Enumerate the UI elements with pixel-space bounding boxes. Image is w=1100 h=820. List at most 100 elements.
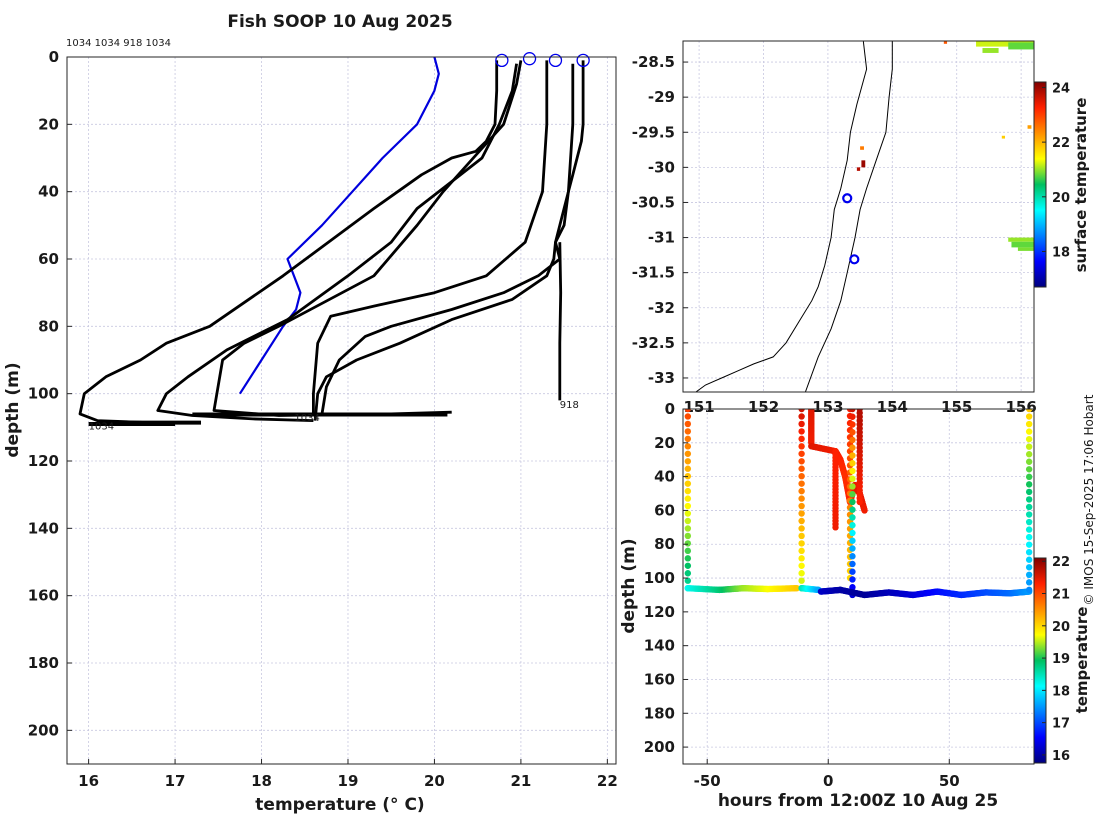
profile-lines xyxy=(78,57,585,426)
timeseries-point xyxy=(1025,541,1033,548)
timeseries-point xyxy=(684,420,692,428)
profile-series-profile-1034-a xyxy=(78,60,499,426)
timeseries-ytick-label: 160 xyxy=(644,670,675,688)
timeseries-point xyxy=(798,480,805,487)
timeseries-point xyxy=(1025,413,1033,420)
timeseries-point xyxy=(684,562,692,569)
profile-start-markers xyxy=(495,52,590,68)
map-ytick-label: -32 xyxy=(648,299,675,317)
profile-frame xyxy=(66,56,617,765)
profile-xlabel: temperature (° C) xyxy=(255,795,424,815)
timeseries-point xyxy=(684,450,692,457)
map-station-marker xyxy=(849,254,860,265)
timeseries-point xyxy=(684,487,692,495)
profile-grid xyxy=(67,56,616,764)
map-colorbar xyxy=(1033,81,1047,288)
timeseries-point xyxy=(849,545,856,552)
timeseries-xtick-label: -50 xyxy=(694,772,721,790)
timeseries-point xyxy=(798,577,805,584)
timeseries-point xyxy=(849,409,856,413)
timeseries-point xyxy=(798,465,805,472)
timeseries-ytick-label: 180 xyxy=(644,704,675,722)
timeseries-point xyxy=(798,502,805,510)
map-shelf-contour xyxy=(804,41,893,392)
map-ytick-label: -29.5 xyxy=(632,123,675,141)
timeseries-point xyxy=(684,465,692,472)
timeseries-point xyxy=(849,429,856,436)
timeseries-point xyxy=(1025,518,1033,526)
timeseries-point xyxy=(849,537,856,544)
timeseries-point xyxy=(684,525,692,532)
timeseries-point xyxy=(1025,458,1033,465)
timeseries-point xyxy=(1025,451,1033,458)
timeseries-colorbar xyxy=(1033,557,1047,764)
timeseries-colorbar-label: temperature xyxy=(1073,607,1091,714)
timeseries-point xyxy=(861,507,868,514)
map-sst-patch xyxy=(861,160,866,168)
timeseries-point xyxy=(1025,435,1033,443)
timeseries-point xyxy=(798,435,805,443)
map-sst-patch xyxy=(1001,135,1006,139)
timeseries-colorbar-tick-label: 17 xyxy=(1052,717,1070,732)
timeseries-point xyxy=(798,532,805,540)
profile-series-profile-1034-b xyxy=(156,63,518,422)
profile-xtick-label: 20 xyxy=(424,772,445,790)
timeseries-point xyxy=(849,514,856,521)
timeseries-point xyxy=(798,413,805,420)
watermark: © IMOS 15-Sep-2025 17:06 Hobart xyxy=(1082,394,1096,605)
map-sst-patch xyxy=(856,167,861,171)
map-xtick-label: 154 xyxy=(877,398,908,416)
map-coastlines xyxy=(695,41,893,392)
timeseries-point xyxy=(684,570,692,577)
profile-start-marker xyxy=(522,52,537,66)
profile-ytick-label: 200 xyxy=(28,721,59,739)
timeseries-point xyxy=(798,555,805,562)
timeseries-ytick-label: 200 xyxy=(644,738,675,756)
profile-xtick-label: 21 xyxy=(510,772,531,790)
timeseries-point xyxy=(849,444,856,451)
timeseries-ticks: -50 0 50 0 20 40 60 80 100 120 140 160 180 200 xyxy=(644,400,960,790)
timeseries-ytick-label: 140 xyxy=(644,637,675,655)
timeseries-point xyxy=(798,443,805,450)
timeseries-point xyxy=(1025,496,1033,503)
timeseries-xlabel: hours from 12:00Z 10 Aug 25 xyxy=(718,791,998,811)
timeseries-ytick-label: 0 xyxy=(665,400,675,418)
timeseries-point xyxy=(1025,556,1033,563)
map-xtick-label: 153 xyxy=(812,398,843,416)
profile-series-profile-918 xyxy=(313,63,575,421)
timeseries-colorbar-tick-label: 22 xyxy=(1052,555,1070,570)
profile-ytick-label: 0 xyxy=(49,48,59,66)
timeseries-xtick-label: 0 xyxy=(823,772,833,790)
timeseries-point xyxy=(1025,481,1033,488)
map-ytick-label: -32.5 xyxy=(632,334,675,352)
map-coastline xyxy=(695,41,868,392)
timeseries-point xyxy=(849,568,856,575)
timeseries-ytick-label: 80 xyxy=(654,535,675,553)
timeseries-point xyxy=(1025,409,1033,413)
profile-annotation: 1034 xyxy=(294,413,319,424)
timeseries-point xyxy=(1025,511,1033,518)
profile-ytick-label: 160 xyxy=(28,587,59,605)
profile-ytick-label: 140 xyxy=(28,519,59,537)
timeseries-colorbar-tick-label: 21 xyxy=(1052,588,1070,603)
profile-top-labels: 1034 1034 918 1034 xyxy=(66,38,171,49)
timeseries-point xyxy=(684,502,692,510)
profile-start-marker xyxy=(576,53,590,68)
timeseries-point xyxy=(798,472,805,480)
timeseries-point xyxy=(1025,488,1033,496)
timeseries-ytick-label: 100 xyxy=(644,569,675,587)
timeseries-point xyxy=(1025,526,1033,533)
timeseries-colorbar-tick-label: 19 xyxy=(1052,652,1070,667)
timeseries-colorbar-tick-label: 16 xyxy=(1052,749,1070,764)
timeseries-panel: -50 0 50 0 20 40 60 80 100 120 140 160 180 200 16 17 18… xyxy=(619,400,1091,811)
timeseries-point xyxy=(1025,473,1033,481)
map-ytick-label: -29 xyxy=(648,88,675,106)
map-colorbar-tick-label: 18 xyxy=(1052,245,1070,260)
map-sst-patches xyxy=(856,41,1034,251)
profile-annotation: 1034 xyxy=(89,422,114,433)
profile-xtick-label: 22 xyxy=(597,772,618,790)
timeseries-point xyxy=(684,547,692,555)
timeseries-point xyxy=(849,452,856,459)
timeseries-point xyxy=(849,413,856,420)
